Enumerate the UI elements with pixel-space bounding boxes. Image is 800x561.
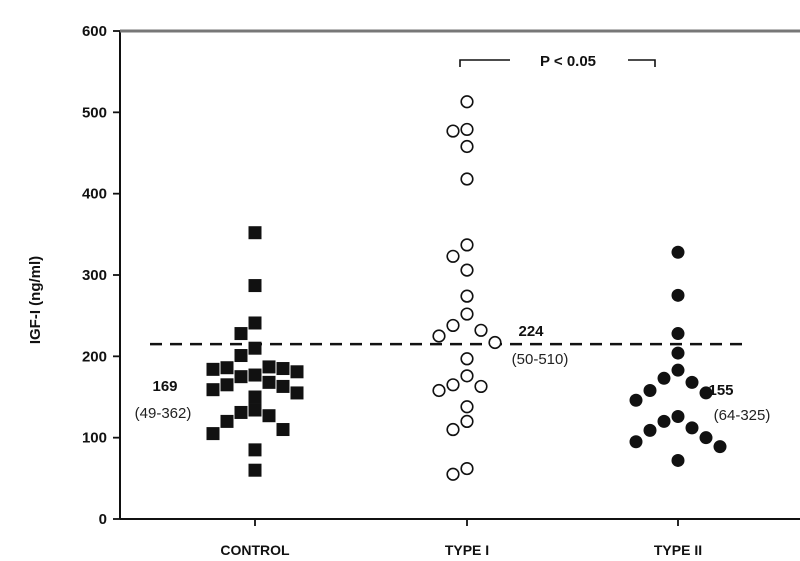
control-point	[220, 378, 234, 392]
y-axis-label: IGF-I (ng/ml)	[27, 256, 44, 344]
control-point	[220, 414, 234, 428]
type2-point	[657, 414, 671, 428]
type2-point	[643, 383, 657, 397]
control-point	[248, 403, 262, 417]
x-category-label: TYPE II	[654, 542, 702, 558]
control-point	[248, 279, 262, 293]
control-point	[276, 362, 290, 376]
control-range-label: (49-362)	[135, 405, 192, 422]
type1-point	[460, 461, 474, 476]
control-point	[206, 383, 220, 397]
type2-point	[699, 431, 713, 445]
type1-range-label: (50-510)	[512, 351, 569, 368]
type2-point	[671, 245, 685, 259]
control-point	[262, 360, 276, 374]
type1-point	[446, 422, 460, 437]
type2-point	[629, 435, 643, 449]
type1-point	[446, 378, 460, 392]
y-tick-label: 0	[99, 511, 107, 528]
control-point	[248, 368, 262, 382]
x-category-label: CONTROL	[220, 542, 290, 558]
control-point	[234, 405, 248, 419]
control-point	[248, 226, 262, 240]
y-tick-label: 600	[82, 23, 107, 40]
y-tick-label: 400	[82, 186, 107, 203]
p-value-label: P < 0.05	[540, 53, 596, 70]
type2-point	[643, 423, 657, 437]
type1-point	[460, 289, 474, 303]
type1-point	[460, 122, 474, 137]
control-point	[276, 379, 290, 393]
type1-point	[446, 124, 460, 138]
type1-point	[432, 383, 446, 398]
y-tick-label: 200	[82, 348, 107, 365]
control-point	[262, 375, 276, 389]
control-point	[248, 316, 262, 330]
type2-point	[671, 410, 685, 424]
type1-point	[488, 335, 502, 350]
x-category-label: TYPE I	[445, 542, 489, 558]
type2-point	[629, 393, 643, 407]
y-tick-label: 500	[82, 104, 107, 121]
control-point	[234, 349, 248, 363]
type2-point	[699, 386, 713, 400]
type2-point	[671, 346, 685, 360]
type1-point	[460, 307, 474, 321]
x-ticks: CONTROL TYPE I TYPE II	[220, 519, 702, 558]
control-point	[220, 361, 234, 375]
type2-point	[713, 440, 727, 454]
type1-point	[446, 467, 460, 481]
type2-point	[671, 453, 685, 467]
type1-point	[460, 263, 474, 277]
control-point	[276, 423, 290, 437]
type2-point	[685, 421, 699, 435]
control-point	[206, 362, 220, 376]
y-ticks: 0 100 200 300 400 500 600	[82, 23, 120, 528]
type2-point	[657, 371, 671, 385]
type1-point	[460, 414, 474, 429]
type1-point	[460, 95, 474, 109]
control-point	[290, 386, 304, 400]
data-points	[206, 95, 727, 481]
type2-median-label: 155	[708, 382, 733, 399]
control-point	[234, 370, 248, 384]
type1-point	[460, 352, 474, 366]
control-point	[248, 341, 262, 355]
type1-point	[460, 238, 474, 252]
type2-point	[671, 327, 685, 341]
control-point	[262, 409, 276, 423]
type1-point	[446, 318, 460, 333]
type1-point	[446, 249, 460, 263]
axes	[119, 29, 800, 520]
y-tick-label: 100	[82, 430, 107, 447]
type2-point	[685, 375, 699, 389]
control-median-label: 169	[152, 378, 177, 395]
control-point	[206, 427, 220, 441]
type1-median-label: 224	[518, 323, 544, 340]
y-tick-label: 300	[82, 267, 107, 284]
control-point	[234, 327, 248, 341]
type1-point	[460, 172, 474, 186]
control-point	[248, 390, 262, 404]
significance-bracket: P < 0.05	[459, 53, 656, 70]
type1-point	[460, 139, 474, 154]
type1-point	[460, 369, 474, 383]
type1-point	[474, 323, 488, 337]
control-point	[248, 463, 262, 477]
type1-point	[460, 400, 474, 414]
type1-point	[474, 379, 488, 394]
control-point	[248, 443, 262, 457]
type2-range-label: (64-325)	[714, 407, 771, 424]
type2-point	[671, 288, 685, 302]
type1-point	[432, 329, 446, 343]
control-point	[290, 365, 304, 379]
type2-point	[671, 363, 685, 377]
